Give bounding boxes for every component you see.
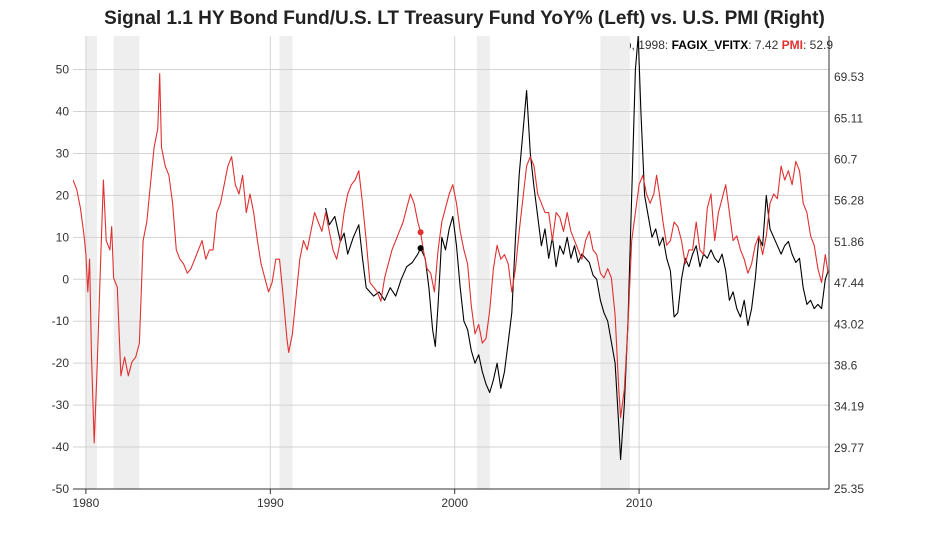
y-left-tick-label: 20	[56, 188, 70, 202]
hover-point-pmi	[417, 229, 424, 236]
series-line-fagix_vfitx	[325, 36, 829, 461]
y-right-tick-label: 38.6	[834, 358, 858, 372]
y-right-tick-label: 60.7	[834, 153, 858, 167]
y-right-tick-label: 29.77	[834, 441, 864, 455]
y-left-tick-label: -50	[52, 482, 70, 496]
y-right-tick-label: 34.19	[834, 400, 864, 414]
y-right-tick-label: 47.44	[834, 276, 864, 290]
y-right-tick-label: 43.02	[834, 317, 864, 331]
readout-fagix-value: 7.42	[754, 38, 779, 52]
y-left-tick-label: 40	[56, 105, 70, 119]
chart-title: Signal 1.1 HY Bond Fund/U.S. LT Treasury…	[104, 8, 825, 29]
recession-band-2	[113, 36, 140, 489]
y-left-tick-label: 10	[56, 230, 70, 244]
y-left-tick-label: 50	[56, 63, 70, 77]
readout-pmi-label: PMI	[781, 38, 803, 52]
y-right-tick-label: 51.86	[834, 235, 864, 249]
readout-fagix-label: FAGIX_VFITX	[671, 38, 749, 52]
y-left-tick-label: 30	[56, 146, 70, 160]
readout-pmi-value: 52.9	[809, 38, 833, 52]
series-line-pmi	[73, 73, 829, 444]
y-left-tick-label: -40	[52, 440, 70, 454]
y-left-tick-label: -30	[52, 398, 70, 412]
y-left-tick-label: -10	[52, 314, 70, 328]
x-tick-label: 1980	[73, 496, 100, 510]
y-right-tick-label: 65.11	[834, 111, 863, 125]
y-left-tick-label: 0	[62, 272, 69, 286]
x-tick-label: 1990	[257, 496, 284, 510]
y-right-tick-label: 25.35	[834, 482, 864, 496]
x-tick-label: 2000	[441, 496, 468, 510]
recession-band-5	[600, 36, 630, 489]
recession-band-4	[476, 36, 490, 489]
y-right-tick-label: 56.28	[834, 194, 864, 208]
hover-point-fagix	[417, 245, 424, 252]
recession-band-1	[85, 36, 97, 489]
recession-band-3	[279, 36, 293, 489]
y-left-tick-label: -20	[52, 356, 70, 370]
x-tick-label: 2010	[626, 496, 653, 510]
y-right-tick-label: 69.53	[834, 70, 864, 84]
